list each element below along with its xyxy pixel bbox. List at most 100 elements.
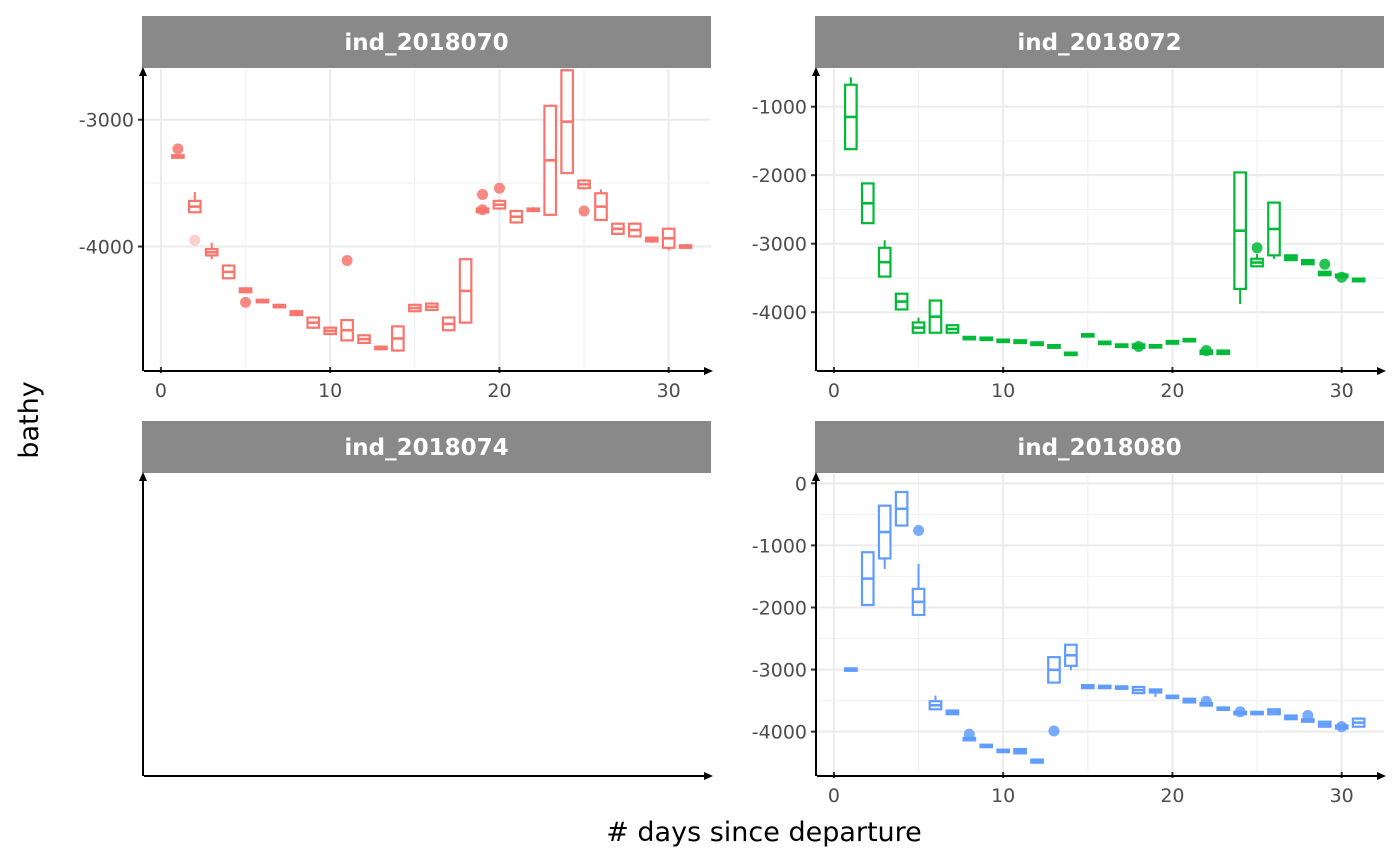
- outlier-point: [578, 205, 590, 217]
- box-day-29: [1317, 720, 1332, 728]
- box-day-20: [1165, 339, 1180, 345]
- box-day-7: [945, 324, 960, 334]
- box-day-23: [543, 104, 558, 217]
- outlier-point: [1336, 721, 1348, 733]
- box-day-6: [928, 299, 943, 334]
- box-day-27: [1284, 254, 1298, 262]
- y-axis-arrow: [139, 67, 147, 76]
- axis-lines: [812, 67, 1386, 375]
- box-day-19: [1148, 688, 1163, 697]
- box-day-26: [594, 189, 608, 222]
- outlier-point: [1200, 345, 1212, 357]
- y-tick-label: -2000: [752, 597, 807, 619]
- x-tick-label: 30: [1330, 380, 1354, 402]
- y-tick-label: -1000: [752, 97, 807, 119]
- box-day-3: [204, 242, 219, 260]
- box-day-23: [1216, 349, 1231, 356]
- y-tick-label: -3000: [752, 660, 807, 682]
- facet-strip: [815, 421, 1384, 473]
- box-day-22: [526, 207, 541, 213]
- box-day-11: [1013, 747, 1027, 755]
- y-tick-label: -4000: [79, 237, 134, 259]
- box-day-2: [860, 182, 875, 225]
- box-day-19: [1148, 343, 1163, 349]
- outlier-point: [1133, 340, 1145, 352]
- box-day-31: [1351, 277, 1366, 283]
- box-day-31: [678, 243, 693, 250]
- box-day-12: [357, 334, 371, 345]
- x-axis-arrow: [1377, 367, 1386, 375]
- facet-strip-label: ind_2018070: [344, 30, 508, 56]
- y-axis-arrow: [812, 67, 820, 76]
- box-day-28: [627, 222, 642, 238]
- outlier-point: [1234, 706, 1246, 718]
- outlier-point: [1048, 725, 1060, 737]
- y-tick-label: -2000: [752, 165, 807, 187]
- box-day-3: [877, 504, 892, 569]
- box-day-4: [894, 292, 909, 311]
- box-day-14: [1064, 643, 1078, 671]
- outlier-point: [1319, 258, 1331, 270]
- outlier-point: [493, 182, 505, 194]
- outlier-point: [240, 296, 252, 308]
- box-day-23: [1216, 706, 1231, 712]
- box-day-21: [1182, 337, 1197, 343]
- box-day-26: [1267, 201, 1281, 259]
- facet-ind_2018072: ind_2018072 0 10 20 30 -1000 -2000 -3000 -4000: [752, 16, 1386, 402]
- facet-strip: [815, 16, 1384, 68]
- outlier-point: [477, 204, 489, 216]
- outlier-point: [172, 143, 184, 155]
- facet-strip-label: ind_2018072: [1017, 30, 1181, 56]
- facet-strip: [142, 421, 711, 473]
- box-day-2: [187, 192, 202, 214]
- box-day-6: [255, 298, 270, 304]
- y-tick-label: -3000: [79, 110, 134, 132]
- box-day-4: [221, 264, 236, 280]
- box-day-20: [1165, 694, 1180, 700]
- box-day-25: [1250, 253, 1264, 268]
- outlier-point: [189, 234, 201, 246]
- outlier-point: [1200, 695, 1212, 707]
- facet-panels: ind_2018070 0 10 20 30 -3000 -4000 ind_2018072 0…: [79, 16, 1386, 807]
- y-tick-label: -4000: [752, 302, 807, 324]
- box-day-5: [238, 287, 253, 294]
- x-tick-label: 30: [657, 380, 681, 402]
- box-day-14: [391, 325, 405, 352]
- box-day-13: [1047, 656, 1061, 684]
- box-day-13: [374, 345, 388, 351]
- box-day-30: [661, 227, 676, 251]
- outlier-point: [1302, 710, 1314, 722]
- outlier-point: [1336, 271, 1348, 283]
- box-day-3: [877, 240, 892, 278]
- box-day-5: [911, 317, 926, 334]
- box-day-1: [843, 77, 858, 151]
- box-day-27: [611, 222, 625, 236]
- box-day-7: [945, 709, 960, 716]
- outlier-point: [477, 189, 489, 201]
- box-day-1: [170, 154, 185, 159]
- facet-strip-label: ind_2018074: [344, 435, 508, 461]
- x-tick-label: 10: [991, 785, 1015, 807]
- box-day-24: [1233, 171, 1247, 304]
- box-day-15: [1080, 683, 1095, 690]
- facet-strip: [142, 16, 711, 68]
- box-day-29: [644, 236, 659, 243]
- box-day-27: [1284, 714, 1298, 721]
- box-day-24: [560, 69, 574, 175]
- outlier-point: [913, 524, 925, 536]
- outlier-point: [1251, 242, 1263, 254]
- outlier-point: [341, 254, 353, 266]
- box-day-20: [492, 199, 507, 210]
- facet-strip-label: ind_2018080: [1017, 435, 1181, 461]
- box-day-9: [979, 336, 994, 342]
- x-tick-label: 10: [318, 380, 342, 402]
- axis-lines: [812, 472, 1386, 780]
- box-day-18: [1131, 685, 1146, 695]
- box-day-16: [1097, 684, 1112, 690]
- x-tick-label: 0: [828, 380, 840, 402]
- box-day-16: [1097, 340, 1112, 346]
- axis-lines: [139, 67, 713, 375]
- box-day-21: [509, 209, 524, 224]
- y-tick-label: -4000: [752, 722, 807, 744]
- axis-lines: [139, 472, 713, 780]
